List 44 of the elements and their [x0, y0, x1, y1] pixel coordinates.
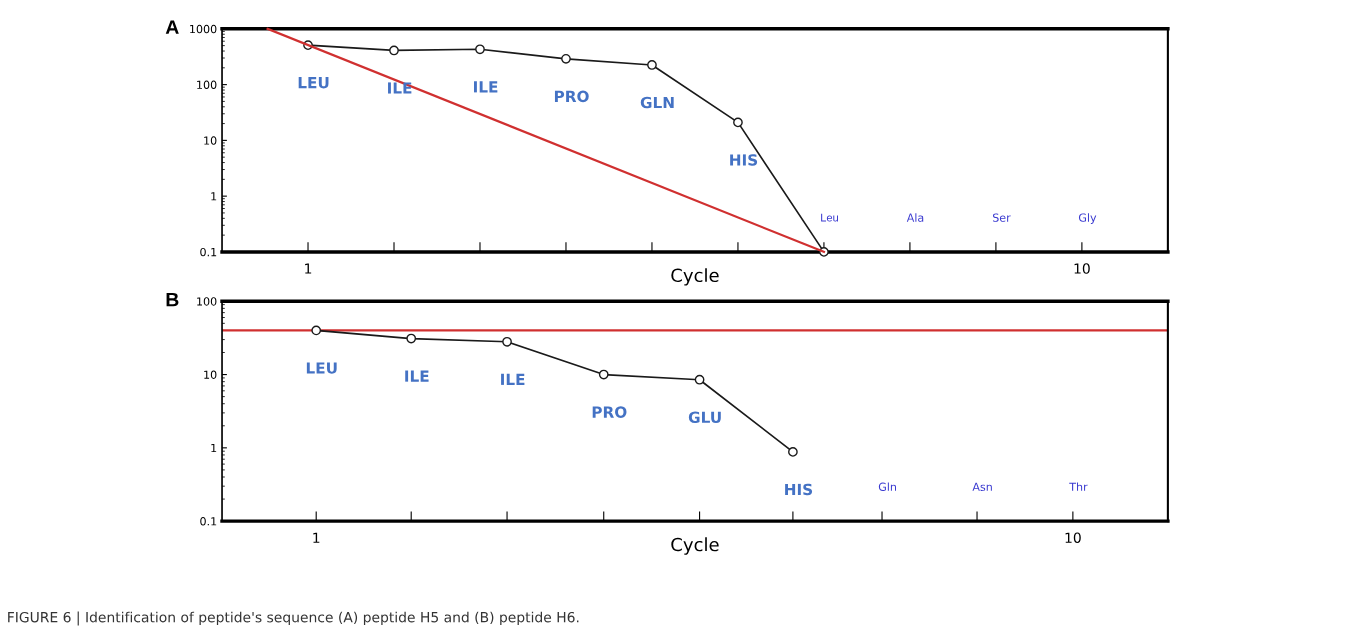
- y-tick-label: 1000: [190, 24, 217, 34]
- y-tick-label: 10: [204, 136, 217, 145]
- y-tick-label: 100: [197, 297, 217, 306]
- annotation: Thr: [1069, 482, 1088, 491]
- chart-title: B: [166, 292, 179, 307]
- point: [733, 117, 743, 128]
- y-tick-label: 1: [211, 443, 217, 453]
- point: [406, 333, 417, 344]
- annotation: Ala: [906, 213, 924, 222]
- annotation: LEU: [298, 77, 329, 89]
- annotation: Ser: [992, 213, 1011, 222]
- annotation: LEU: [306, 362, 337, 374]
- annotation: ILE: [405, 370, 429, 382]
- y-tick-label: 10: [204, 370, 217, 379]
- annotation: Gln: [878, 482, 897, 492]
- annotation: Asn: [972, 482, 992, 492]
- annotation: HIS: [730, 154, 758, 166]
- caption: FIGURE 6 | Identification of peptide's sequence (A) peptide H5 and (B) peptide H6.: [8, 611, 579, 626]
- point: [389, 45, 399, 56]
- annotation: ILE: [474, 81, 498, 93]
- point: [475, 44, 485, 55]
- annotation: Gly: [1078, 213, 1097, 224]
- y-tick-label: 0.1: [200, 247, 217, 257]
- point: [561, 53, 571, 64]
- y-tick-label: 100: [197, 80, 217, 89]
- point: [502, 336, 512, 347]
- chart-title: A: [165, 20, 179, 34]
- point: [311, 325, 322, 336]
- annotation: PRO: [592, 406, 627, 418]
- y-tick-label: 1: [211, 192, 217, 201]
- point: [647, 60, 657, 70]
- point: [694, 374, 705, 385]
- annotation: Leu: [821, 213, 839, 222]
- point: [788, 447, 798, 457]
- annotation: HIS: [785, 483, 813, 496]
- annotation: GLU: [688, 411, 721, 424]
- point: [598, 369, 609, 380]
- annotation: ILE: [388, 82, 412, 94]
- annotation: PRO: [554, 90, 589, 103]
- x-axis-title: Cycle: [671, 268, 719, 286]
- annotation: GLN: [640, 96, 674, 109]
- x-axis-title: Cycle: [671, 537, 719, 555]
- annotation: ILE: [501, 373, 525, 385]
- y-tick-label: 0.1: [200, 517, 217, 526]
